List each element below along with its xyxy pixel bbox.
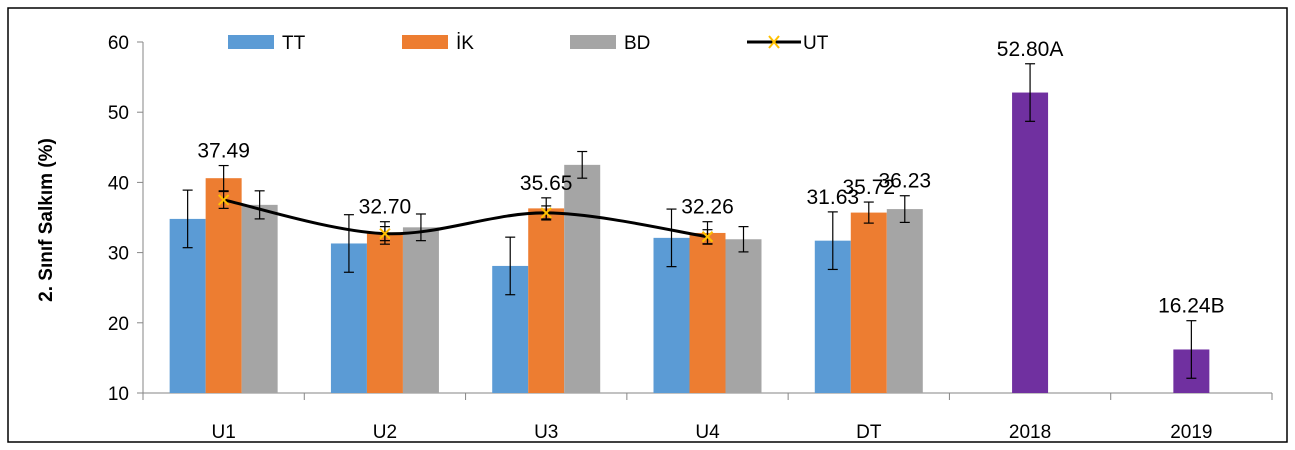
x-tick-label-U1: U1 <box>211 422 235 443</box>
error-bar-TT-DT <box>827 211 838 271</box>
bar-BD-U3 <box>564 164 601 393</box>
marker-stroke-b <box>701 231 714 243</box>
legend-item-TT: TT <box>228 33 306 54</box>
data-label-U3-1: 35.65 <box>520 172 573 195</box>
line-UT <box>223 198 708 239</box>
bar-year-2018 <box>1012 92 1049 393</box>
marker-UT-U3 <box>540 207 552 219</box>
bar-İK-U3 <box>528 208 565 393</box>
y-tick-label-10: 10 <box>108 384 129 405</box>
bar-BD-U2 <box>402 227 439 393</box>
error-bar-BD-U4 <box>738 226 749 253</box>
x-tick-label-U3: U3 <box>534 422 558 443</box>
marker-UT-U4 <box>701 231 714 243</box>
x-tick-label-2019: 2019 <box>1170 422 1212 443</box>
bar-İK-U2 <box>366 232 403 393</box>
data-label-U1-1: 37.49 <box>197 140 250 163</box>
bar-İK-U1 <box>205 178 242 393</box>
legend-label-UT: UT <box>803 33 829 54</box>
marker-UT-U2 <box>379 227 391 240</box>
error-bar-BD-DT <box>899 195 910 224</box>
y-tick-label-60: 60 <box>108 33 129 54</box>
y-tick-label-40: 40 <box>108 173 129 194</box>
x-tick-label-2018: 2018 <box>1009 422 1051 443</box>
marker-stroke-b <box>217 194 230 206</box>
error-bar-TT-U4 <box>666 208 677 268</box>
legend-label-İK: İK <box>456 33 474 54</box>
legend-swatch-BD <box>570 35 616 49</box>
error-bar-year-2019 <box>1186 320 1197 379</box>
error-bar-İK-U1 <box>218 164 229 192</box>
legend-item-İK: İK <box>402 33 474 54</box>
legend-item-BD: BD <box>570 33 650 54</box>
error-bar-BD-U1 <box>254 190 265 220</box>
bar-İK-U4 <box>689 232 726 393</box>
data-label-U4-1: 32.26 <box>681 196 734 219</box>
y-tick-label-20: 20 <box>108 314 129 335</box>
legend-label-BD: BD <box>624 33 650 54</box>
data-label-DT-2: 36.23 <box>879 170 932 193</box>
bar-İK-DT <box>850 212 887 393</box>
bar-BD-U1 <box>241 204 278 393</box>
data-label-2019-1: 16.24B <box>1158 295 1225 318</box>
error-bar-İK-DT <box>863 201 874 224</box>
y-tick-label-30: 30 <box>108 244 129 265</box>
y-axis-label: 2. Sınıf Salkım (%) <box>36 138 57 302</box>
legend-marker-b <box>768 35 780 49</box>
marker-stroke-b <box>379 227 391 240</box>
marker-UT-U1 <box>217 194 230 206</box>
x-tick-label-DT: DT <box>856 422 882 443</box>
marker-stroke-b <box>540 207 552 219</box>
data-label-DT-0: 31.63 <box>807 186 860 209</box>
error-bar-BD-U3 <box>577 150 588 179</box>
data-label-2018-1: 52.80A <box>997 38 1064 61</box>
legend-label-TT: TT <box>282 33 306 54</box>
data-label-DT-1: 35.72 <box>843 176 896 199</box>
y-tick-label-50: 50 <box>108 103 129 124</box>
data-label-U2-1: 32.70 <box>359 196 412 219</box>
bar-BD-U4 <box>725 239 762 393</box>
legend-item-UT: UT <box>747 33 829 54</box>
error-bar-TT-U1 <box>182 189 193 249</box>
error-bar-year-2018 <box>1025 63 1036 122</box>
x-tick-label-U2: U2 <box>373 422 397 443</box>
x-tick-label-U4: U4 <box>695 422 720 443</box>
error-bar-BD-U2 <box>415 213 426 242</box>
legend: TT İK BD UT <box>228 33 829 54</box>
error-bar-TT-U3 <box>505 236 516 296</box>
error-bar-TT-U2 <box>343 214 354 273</box>
legend-swatch-TT <box>228 35 274 49</box>
bar-BD-DT <box>886 209 923 393</box>
plot-area: 10 20 30 40 50 60 U1 U2 U3 U4 DT 2018 2019 37.49 32.70… <box>108 33 1273 443</box>
legend-swatch-İK <box>402 35 448 49</box>
